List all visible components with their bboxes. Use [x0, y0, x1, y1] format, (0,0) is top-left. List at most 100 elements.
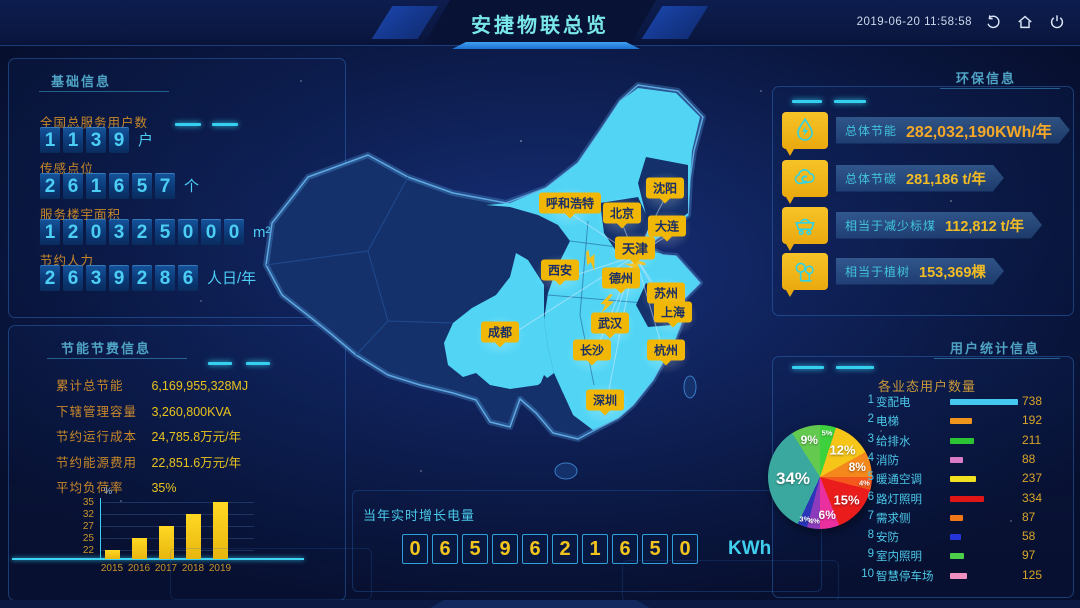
city-badge[interactable]: 苏州: [646, 282, 686, 304]
user-type-rank: 4: [867, 451, 874, 464]
energy-kv-row: 下辖管理容量 3,260,800KVA: [56, 401, 336, 420]
user-type-name: 需求侧: [876, 512, 911, 525]
city-badge[interactable]: 西安: [540, 259, 580, 281]
city-badge[interactable]: 天津: [614, 236, 656, 260]
digit-box: 2: [552, 534, 578, 564]
user-type-bar: [950, 399, 1018, 405]
user-type-row: 9 室内照明 97: [858, 548, 1066, 566]
pie-slice-label: 4%: [858, 478, 870, 488]
user-type-name: 消防: [876, 454, 899, 467]
year-bar: [132, 538, 147, 559]
back-icon[interactable]: [984, 13, 1002, 31]
y-tick: 25: [82, 533, 94, 544]
user-type-row: 8 安防 58: [858, 529, 1066, 547]
energy-kv-value: 6,169,955,328MJ: [151, 379, 249, 393]
user-type-value: 125: [1022, 567, 1043, 582]
city-badge[interactable]: 呼和浩特: [538, 192, 602, 214]
digit-box: 6: [522, 534, 548, 564]
digit-box: 9: [109, 127, 129, 153]
user-type-bar: [950, 495, 985, 502]
city-badge[interactable]: 大连: [647, 215, 687, 237]
city-badge[interactable]: 上海: [653, 301, 693, 323]
env-icon-bubble: [782, 111, 828, 156]
decor-dash: [834, 100, 866, 103]
energy-kv-label: 下辖管理容量: [56, 404, 138, 419]
city-badge[interactable]: 德州: [601, 267, 641, 289]
digit-box: 0: [224, 219, 244, 245]
city-badge[interactable]: 杭州: [646, 339, 686, 361]
city-badge[interactable]: 北京: [602, 202, 642, 224]
stat-label: 服务楼宇面积: [40, 208, 122, 222]
city-badge[interactable]: 沈阳: [645, 177, 685, 199]
user-type-row: 7 需求侧 87: [858, 510, 1066, 528]
city-marker: 杭州: [639, 332, 692, 375]
arrow-xian: [586, 249, 595, 272]
digit-box: 8: [155, 265, 175, 291]
digit-box: 6: [178, 265, 198, 291]
env-value: 153,369棵: [919, 264, 986, 281]
user-stats-title: 用户统计信息: [950, 341, 1041, 356]
power-icon[interactable]: [1048, 13, 1066, 31]
pie-slice-label: 15%: [833, 492, 860, 508]
header-timestamp: 2019-06-20 11:58:58: [856, 16, 972, 28]
env-label: 相当于植树: [845, 264, 911, 279]
digit-box: 1: [40, 219, 60, 245]
footer-ghost-frame: [170, 548, 372, 600]
user-type-rank: 3: [867, 432, 874, 445]
user-type-name: 变配电: [876, 397, 911, 409]
counter-digits: 0 6 5 9 6 2 1 6 5 0 KWh: [402, 534, 771, 564]
digit-box: 1: [63, 127, 83, 153]
city-badge[interactable]: 长沙: [572, 339, 612, 361]
city-badge[interactable]: 深圳: [585, 389, 625, 411]
x-tick-year: 2015: [100, 563, 124, 574]
header-underline-strip: [452, 42, 640, 49]
pie-slice-label: 6%: [818, 507, 836, 522]
city-marker: 西安: [533, 252, 586, 295]
user-type-value: 334: [1022, 490, 1043, 505]
city-marker: 沈阳: [638, 170, 691, 213]
pie-slice-label: 12%: [829, 442, 856, 458]
digit-box: 0: [201, 219, 221, 245]
env-row: 相当于植树 153,369棵: [782, 251, 1004, 297]
user-type-bar: [950, 437, 974, 444]
digit-box: 5: [155, 219, 175, 245]
digit-box: 0: [402, 534, 428, 564]
city-badge[interactable]: 成都: [480, 321, 520, 343]
digit-box: 5: [462, 534, 488, 564]
env-banner: 相当于植树 153,369棵: [836, 258, 1004, 285]
user-type-rank: 9: [867, 548, 874, 561]
load-rate-bar-chart: 22 25 27 32 35% 2015 2016 2017 2018 2019: [12, 486, 336, 600]
pie-slice-label: 34%: [775, 468, 811, 488]
decor-dash: [792, 366, 824, 369]
stat-unit: m²: [253, 224, 271, 241]
city-marker: 天津: [608, 229, 661, 272]
user-type-row: 3 给排水 211: [858, 433, 1066, 451]
env-label: 总体节碳: [845, 171, 898, 186]
y-tick: 32: [82, 509, 94, 520]
user-type-rank: 6: [867, 490, 874, 503]
digit-box: 5: [642, 534, 668, 564]
user-type-name: 路灯照明: [876, 493, 922, 506]
y-tick: 35: [82, 497, 94, 508]
city-badge[interactable]: 武汉: [590, 312, 630, 334]
env-icon-bubble: [782, 159, 828, 204]
digit-box: 9: [109, 265, 129, 291]
decor-dash: [836, 366, 874, 369]
energy-info-title: 节能节费信息: [61, 341, 152, 356]
coal-cart-icon: [795, 218, 815, 236]
digit-box: 0: [672, 534, 698, 564]
city-marker: 长沙: [565, 332, 618, 375]
taiwan-island: [683, 375, 697, 399]
user-type-rank: 5: [867, 471, 874, 484]
digit-box: 3: [86, 265, 106, 291]
home-icon[interactable]: [1016, 13, 1034, 31]
city-marker: 上海: [646, 294, 699, 337]
digit-box: 5: [132, 173, 152, 199]
arrow-wuhan: [600, 294, 614, 314]
stat-unit: 人日/年: [207, 270, 257, 287]
user-type-bar: [950, 553, 965, 560]
user-type-value: 738: [1022, 394, 1043, 408]
energy-kv-value: 3,260,800KVA: [151, 404, 232, 419]
carbon-cloud-icon: [794, 169, 815, 185]
year-bar: [213, 502, 228, 559]
